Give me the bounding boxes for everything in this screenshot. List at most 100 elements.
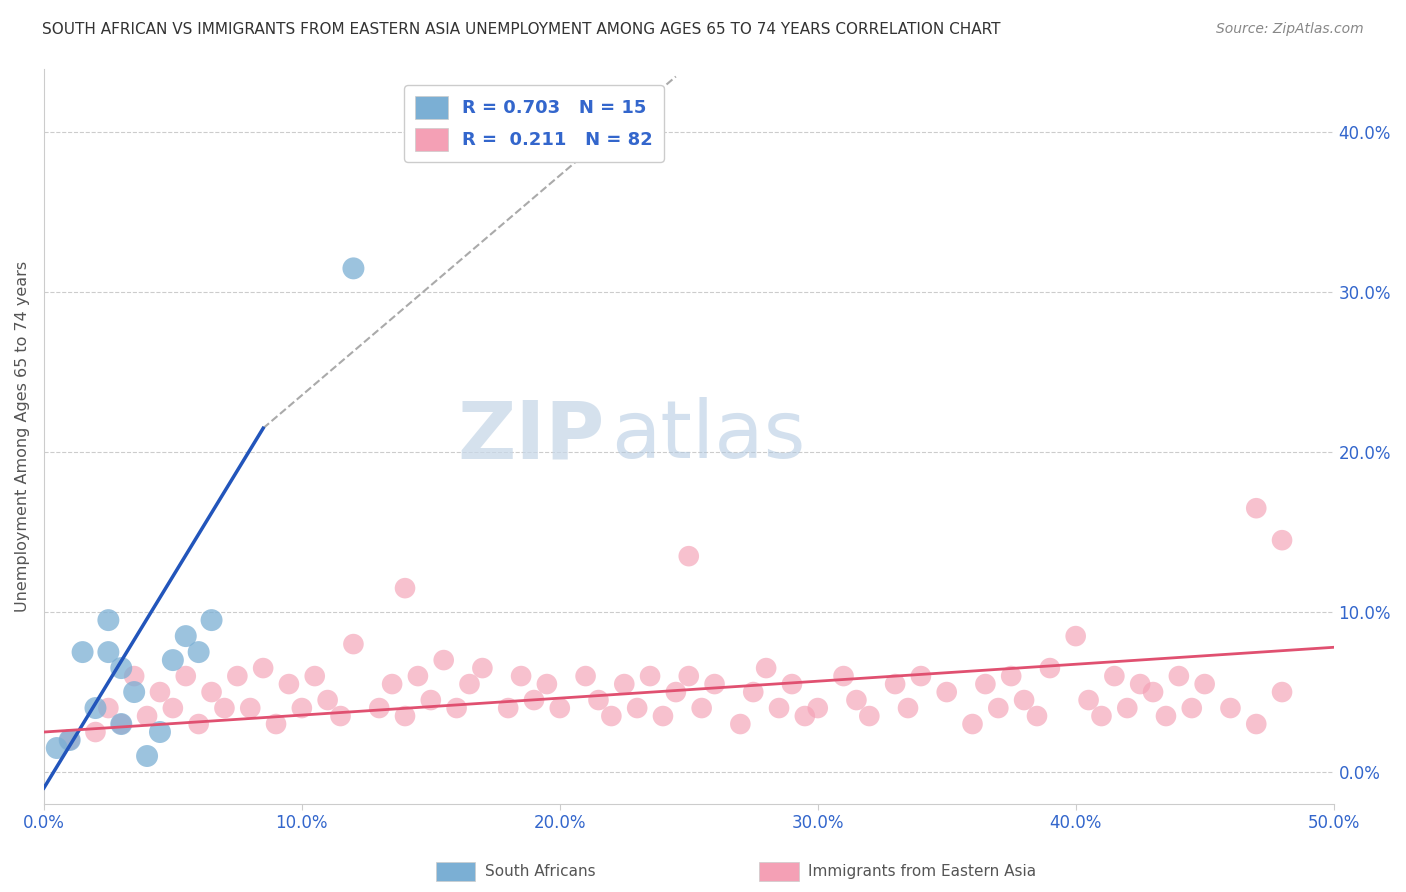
Point [1077,693,1099,707]
Point [1039,661,1062,675]
Point [678,549,700,564]
Text: South Africans: South Africans [485,864,596,879]
Point [419,693,441,707]
Point [730,717,752,731]
Point [1244,717,1267,731]
Point [548,701,571,715]
Point [626,701,648,715]
Point [84,725,107,739]
Point [536,677,558,691]
Point [638,669,661,683]
Point [72,645,94,659]
Point [239,701,262,715]
Point [226,669,249,683]
Point [264,717,287,731]
Point [122,669,145,683]
Point [368,701,391,715]
Point [1181,701,1204,715]
Point [574,669,596,683]
Point [291,701,314,715]
Point [755,661,778,675]
Point [45,741,67,756]
Point [162,653,184,667]
Point [304,669,326,683]
Text: Immigrants from Eastern Asia: Immigrants from Eastern Asia [808,864,1036,879]
Point [780,677,803,691]
Point [742,685,765,699]
Point [97,613,120,627]
Point [136,709,159,723]
Point [987,701,1010,715]
Point [613,677,636,691]
Point [149,685,172,699]
Point [665,685,688,699]
Text: SOUTH AFRICAN VS IMMIGRANTS FROM EASTERN ASIA UNEMPLOYMENT AMONG AGES 65 TO 74 Y: SOUTH AFRICAN VS IMMIGRANTS FROM EASTERN… [42,22,1001,37]
Point [1064,629,1087,643]
Point [122,685,145,699]
Point [858,709,880,723]
Point [174,669,197,683]
Point [1167,669,1189,683]
Point [187,645,209,659]
Point [394,709,416,723]
Point [807,701,830,715]
Point [652,709,675,723]
Point [381,677,404,691]
Point [200,613,222,627]
Point [974,677,997,691]
Legend: R = 0.703   N = 15, R =  0.211   N = 82: R = 0.703 N = 15, R = 0.211 N = 82 [405,85,664,162]
Point [110,717,132,731]
Point [278,677,301,691]
Point [200,685,222,699]
Point [793,709,815,723]
Point [59,733,82,747]
Point [329,709,352,723]
Point [471,661,494,675]
Point [910,669,932,683]
Point [1154,709,1177,723]
Point [187,717,209,731]
Y-axis label: Unemployment Among Ages 65 to 74 years: Unemployment Among Ages 65 to 74 years [15,260,30,612]
Point [845,693,868,707]
Point [600,709,623,723]
Point [149,725,172,739]
Text: Source: ZipAtlas.com: Source: ZipAtlas.com [1216,22,1364,37]
Point [342,261,364,276]
Text: ZIP: ZIP [458,397,605,475]
Point [97,701,120,715]
Point [1271,533,1294,548]
Point [214,701,236,715]
Point [1026,709,1049,723]
Point [446,701,468,715]
Point [1142,685,1164,699]
Point [394,581,416,595]
Point [523,693,546,707]
Point [1194,677,1216,691]
Point [174,629,197,643]
Point [962,717,984,731]
Point [110,717,132,731]
Point [316,693,339,707]
Point [59,733,82,747]
Point [84,701,107,715]
Point [768,701,790,715]
Point [1116,701,1139,715]
Point [252,661,274,675]
Point [935,685,957,699]
Point [1271,685,1294,699]
Point [1000,669,1022,683]
Point [703,677,725,691]
Point [897,701,920,715]
Point [97,645,120,659]
Point [678,669,700,683]
Point [510,669,533,683]
Text: atlas: atlas [612,397,806,475]
Point [433,653,456,667]
Point [588,693,610,707]
Point [1219,701,1241,715]
Point [342,637,364,651]
Point [1244,501,1267,516]
Point [1090,709,1112,723]
Point [458,677,481,691]
Point [690,701,713,715]
